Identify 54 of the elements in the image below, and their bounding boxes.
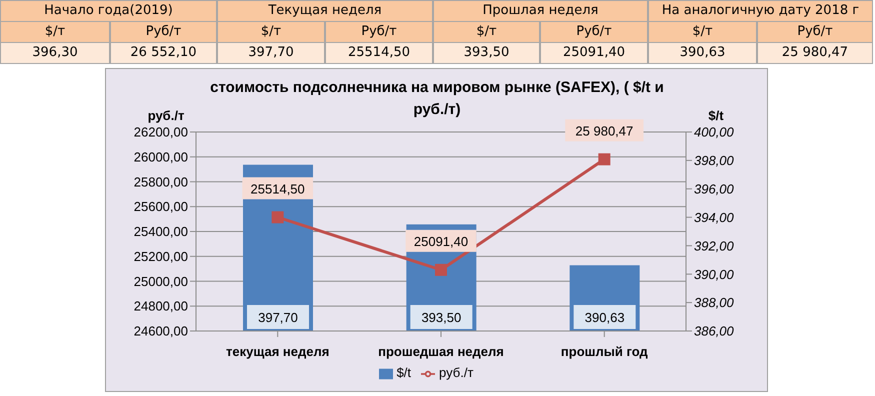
text: $/т (0, 21, 110, 43)
text: Руб/т (757, 21, 873, 43)
data-label: 25514,50 (250, 181, 305, 196)
point (272, 211, 284, 224)
x-tick-label: прошедшая неделя (378, 344, 504, 360)
y-tick-label: 24800,00 (134, 298, 188, 314)
text: 396,30 (0, 42, 110, 64)
legend-label: руб./т (439, 365, 474, 380)
legend-label: $/t (396, 365, 412, 380)
data-label: 25 980,47 (575, 123, 634, 138)
y2-axis-title: $/t (708, 108, 724, 123)
y-tick-label: 25000,00 (134, 274, 188, 289)
text: 25514,50 (325, 42, 433, 64)
y-tick-label: 24600,00 (134, 324, 188, 339)
text: Руб/т (110, 21, 217, 43)
x-tick-label: прошлый год (560, 344, 648, 360)
text: Начало года(2019) (0, 0, 217, 22)
text: Руб/т (540, 21, 648, 43)
text: На аналогичную дату 2018 г (648, 0, 873, 22)
y2-tick-label: 394,00 (694, 210, 735, 225)
y-tick-label: 26200,00 (134, 124, 188, 140)
y-tick-label: 25600,00 (134, 199, 188, 214)
y-tick-label: 25800,00 (134, 174, 188, 190)
text: 26 552,10 (110, 42, 217, 64)
text: Прошлая неделя (433, 0, 648, 22)
text: 25091,40 (540, 42, 648, 64)
y2-tick-label: 386,00 (694, 324, 735, 339)
y2-tick-label: 390,00 (694, 266, 735, 282)
text: $/т (217, 21, 325, 43)
text: 390,63 (648, 42, 757, 64)
text: Руб/т (325, 21, 433, 43)
y2-tick-label: 396,00 (694, 181, 735, 196)
y2-tick-label: 398,00 (694, 153, 735, 168)
point (435, 264, 447, 276)
point (598, 153, 610, 166)
y-tick-label: 25400,00 (134, 224, 188, 240)
text: 393,50 (433, 42, 540, 64)
y-tick-label: 26000,00 (134, 149, 188, 164)
text: $/т (433, 21, 540, 43)
text: 397,70 (217, 42, 325, 64)
text: 25 980,47 (757, 42, 873, 64)
y2-tick-label: 388,00 (694, 295, 735, 310)
y2-tick-label: 400,00 (694, 124, 735, 140)
data-label: 25091,40 (414, 234, 468, 249)
y-tick-label: 25200,00 (134, 248, 188, 264)
y-axis-title: руб./т (148, 108, 184, 123)
data-label: 390,63 (584, 310, 625, 325)
text: Текущая неделя (217, 0, 433, 22)
y2-tick-label: 392,00 (694, 238, 735, 254)
data-label: 393,50 (421, 310, 462, 325)
chart-title: стоимость подсолнечника на мировом рынке (SAFEX), ( $/t и руб./т) (209, 78, 665, 120)
x-tick-label: текущая неделя (226, 344, 330, 360)
data-label: 397,70 (258, 310, 298, 325)
text: $/т (648, 21, 757, 43)
